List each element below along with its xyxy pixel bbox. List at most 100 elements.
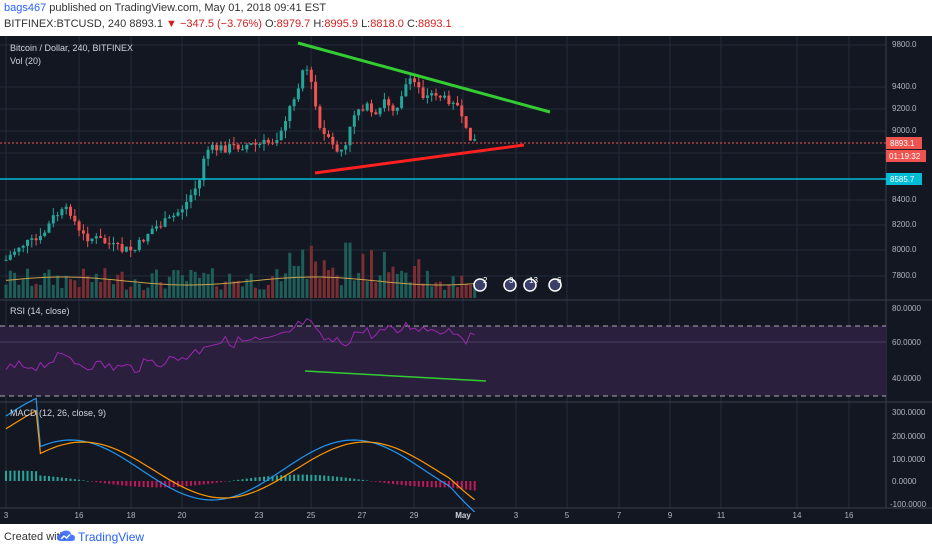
candle-body: [26, 239, 29, 246]
candle-body: [13, 251, 17, 255]
macd-histogram-bar: [271, 475, 274, 481]
macd-histogram-bar: [361, 479, 364, 481]
volume-bar: [370, 250, 373, 298]
macd-histogram-bar: [232, 480, 235, 481]
volume-bar: [262, 289, 266, 298]
tradingview-cloud-icon[interactable]: [56, 527, 76, 545]
macd-histogram-bar: [439, 481, 442, 488]
rsi-legend[interactable]: RSI (14, close): [10, 306, 70, 316]
candle-body: [210, 144, 214, 150]
macd-histogram-bar: [288, 474, 291, 481]
price-change: ▼ −347.5 (−3.76%): [166, 18, 262, 30]
candle-body: [434, 93, 438, 96]
candle-body: [361, 109, 365, 111]
volume-bar: [99, 282, 103, 298]
macd-histogram-bar: [447, 481, 450, 488]
volume-bar: [150, 273, 154, 298]
candle-body: [8, 254, 12, 260]
macd-tick: 200.0000: [892, 432, 926, 441]
macd-histogram-bar: [327, 475, 330, 481]
time-tick: 23: [255, 511, 264, 520]
time-axis[interactable]: 3 16 18 20 23 25 27 29 May 3 5 7 9 11 14…: [4, 511, 854, 520]
time-tick: 16: [75, 511, 84, 520]
event-badge[interactable]: 6: [548, 276, 562, 292]
volume-bar: [305, 278, 309, 298]
macd-histogram-bar: [254, 477, 257, 481]
username-link[interactable]: bags467: [4, 2, 47, 14]
time-tick: 9: [668, 511, 673, 520]
created-with-text: Created with: [4, 531, 66, 543]
candle-body: [288, 106, 292, 121]
volume-legend[interactable]: Vol (20): [10, 56, 41, 66]
close-label: C:: [406, 18, 418, 30]
price-tick: 9200.0: [892, 104, 917, 113]
candle-body: [103, 238, 107, 244]
candle-body: [219, 145, 223, 151]
volume-bar: [34, 283, 38, 298]
macd-histogram-bar: [258, 477, 261, 481]
time-tick: 11: [717, 511, 726, 520]
volume-bar: [26, 268, 29, 298]
candle-body: [232, 144, 236, 146]
volume-bar: [301, 249, 305, 298]
macd-histogram-bar: [86, 481, 89, 482]
candle-body: [193, 188, 197, 196]
candle-body: [185, 201, 189, 210]
volume-bar: [116, 274, 120, 298]
volume-bar: [30, 285, 34, 298]
rsi-divergence-line[interactable]: [304, 370, 487, 382]
candle-body: [142, 239, 146, 242]
support-trendline[interactable]: [314, 143, 525, 175]
macd-histogram-bar: [422, 481, 425, 487]
candle-body: [335, 144, 339, 152]
volume-bar: [90, 282, 94, 298]
volume-bar: [417, 259, 421, 298]
symbol-label: BITFINEX:BTCUSD, 240: [4, 18, 127, 30]
macd-legend[interactable]: MACD (12, 26, close, 9): [10, 408, 106, 418]
candle-body: [382, 99, 386, 109]
macd-histogram-bar: [400, 481, 403, 485]
tradingview-brand[interactable]: TradingView: [78, 530, 145, 544]
volume-bar: [210, 268, 214, 298]
macd-histogram-bar: [340, 477, 343, 481]
macd-axis[interactable]: 300.0000 200.0000 100.0000 0.0000 -100.0…: [890, 408, 927, 509]
candle-body: [21, 245, 25, 248]
chart-area[interactable]: 2 3 13 6 Bitcoin / Dollar, 240, BITFINEX…: [0, 36, 932, 524]
volume-bar: [382, 251, 386, 298]
candle-body: [163, 218, 167, 227]
volume-bar: [365, 281, 369, 298]
chart-svg[interactable]: 2 3 13 6 Bitcoin / Dollar, 240, BITFINEX…: [0, 36, 932, 524]
time-tick: 18: [127, 511, 136, 520]
volume-bar: [395, 274, 399, 298]
event-badge-count: 6: [557, 276, 562, 285]
main-legend-title[interactable]: Bitcoin / Dollar, 240, BITFINEX: [10, 43, 133, 53]
candle-body: [318, 106, 322, 128]
event-badge[interactable]: 13: [523, 276, 538, 292]
price-axis[interactable]: 9800.0 9400.0 9200.0 9000.0 8400.0 8200.…: [892, 40, 917, 280]
event-badge[interactable]: 3: [503, 276, 517, 292]
event-badge[interactable]: 2: [473, 276, 488, 292]
resistance-trendline[interactable]: [297, 41, 551, 114]
candle-body: [228, 144, 232, 153]
volume-bar: [189, 269, 193, 298]
macd-histogram-bar: [69, 478, 72, 481]
rsi-axis[interactable]: 80.0000 60.0000 40.0000: [892, 304, 921, 383]
price-tick: 7800.0: [892, 271, 917, 280]
macd-histogram-bar: [60, 477, 63, 481]
candle-body: [112, 243, 115, 245]
volume-bar: [318, 278, 322, 298]
candle-body: [223, 145, 227, 153]
event-badge-count: 13: [529, 276, 538, 285]
macd-histogram-bar: [465, 481, 468, 490]
candle-body: [460, 105, 464, 117]
volume-bar: [94, 273, 98, 298]
candle-body: [292, 99, 296, 107]
candle-body: [374, 112, 378, 115]
candle-body: [266, 139, 270, 143]
volume-bar: [296, 265, 300, 298]
volume-bar: [13, 272, 17, 298]
macd-histogram-bar: [370, 481, 373, 482]
macd-histogram-bar: [121, 481, 124, 486]
candle-body: [198, 180, 201, 189]
candle-body: [86, 233, 90, 242]
